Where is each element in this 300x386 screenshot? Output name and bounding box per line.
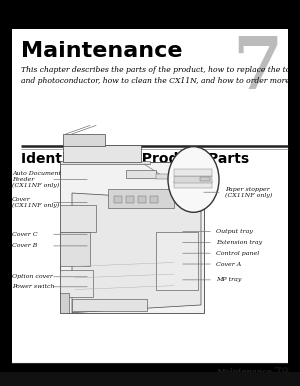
Bar xyxy=(12,29,288,363)
Text: 79: 79 xyxy=(273,366,290,379)
Bar xyxy=(174,169,212,176)
Text: Cover
(CX11NF only): Cover (CX11NF only) xyxy=(12,197,59,208)
Text: Maintenance: Maintenance xyxy=(216,369,272,376)
Text: Identifying the Product Parts: Identifying the Product Parts xyxy=(21,152,249,166)
Bar xyxy=(60,161,150,164)
Bar xyxy=(60,232,90,266)
Text: Auto Document
Feeder
(CX11NF only): Auto Document Feeder (CX11NF only) xyxy=(12,171,61,188)
Text: Output tray: Output tray xyxy=(216,229,253,234)
Bar xyxy=(108,189,174,208)
Bar xyxy=(60,162,204,313)
Bar xyxy=(63,134,105,146)
Bar xyxy=(114,196,122,203)
Bar xyxy=(0,372,300,386)
Bar xyxy=(200,177,210,181)
Circle shape xyxy=(168,147,219,212)
Polygon shape xyxy=(72,193,201,313)
Bar xyxy=(60,293,69,313)
Bar xyxy=(126,196,134,203)
Text: Power switch: Power switch xyxy=(12,284,55,289)
Bar xyxy=(174,176,212,183)
Bar xyxy=(0,0,300,29)
Bar xyxy=(63,145,141,162)
Text: Paper stopper
(CX11NF only): Paper stopper (CX11NF only) xyxy=(225,187,272,198)
Bar xyxy=(60,270,93,297)
Bar xyxy=(174,181,212,188)
Bar xyxy=(156,174,174,179)
Text: Cover A: Cover A xyxy=(216,262,241,266)
Text: This chapter describes the parts of the product, how to replace the toner cartri: This chapter describes the parts of the … xyxy=(21,66,300,85)
Bar xyxy=(126,170,156,178)
Text: 7: 7 xyxy=(232,33,282,104)
Text: Cover B: Cover B xyxy=(12,244,38,248)
Bar xyxy=(156,232,198,290)
Bar xyxy=(150,196,158,203)
Bar xyxy=(72,299,147,311)
Text: Maintenance: Maintenance xyxy=(21,41,182,61)
Text: MP tray: MP tray xyxy=(216,278,242,282)
Text: Option cover: Option cover xyxy=(12,274,53,279)
Text: Cover C: Cover C xyxy=(12,232,38,237)
Text: Extension tray: Extension tray xyxy=(216,240,262,245)
Text: Control panel: Control panel xyxy=(216,251,259,256)
Bar xyxy=(60,205,96,232)
Bar xyxy=(138,196,146,203)
